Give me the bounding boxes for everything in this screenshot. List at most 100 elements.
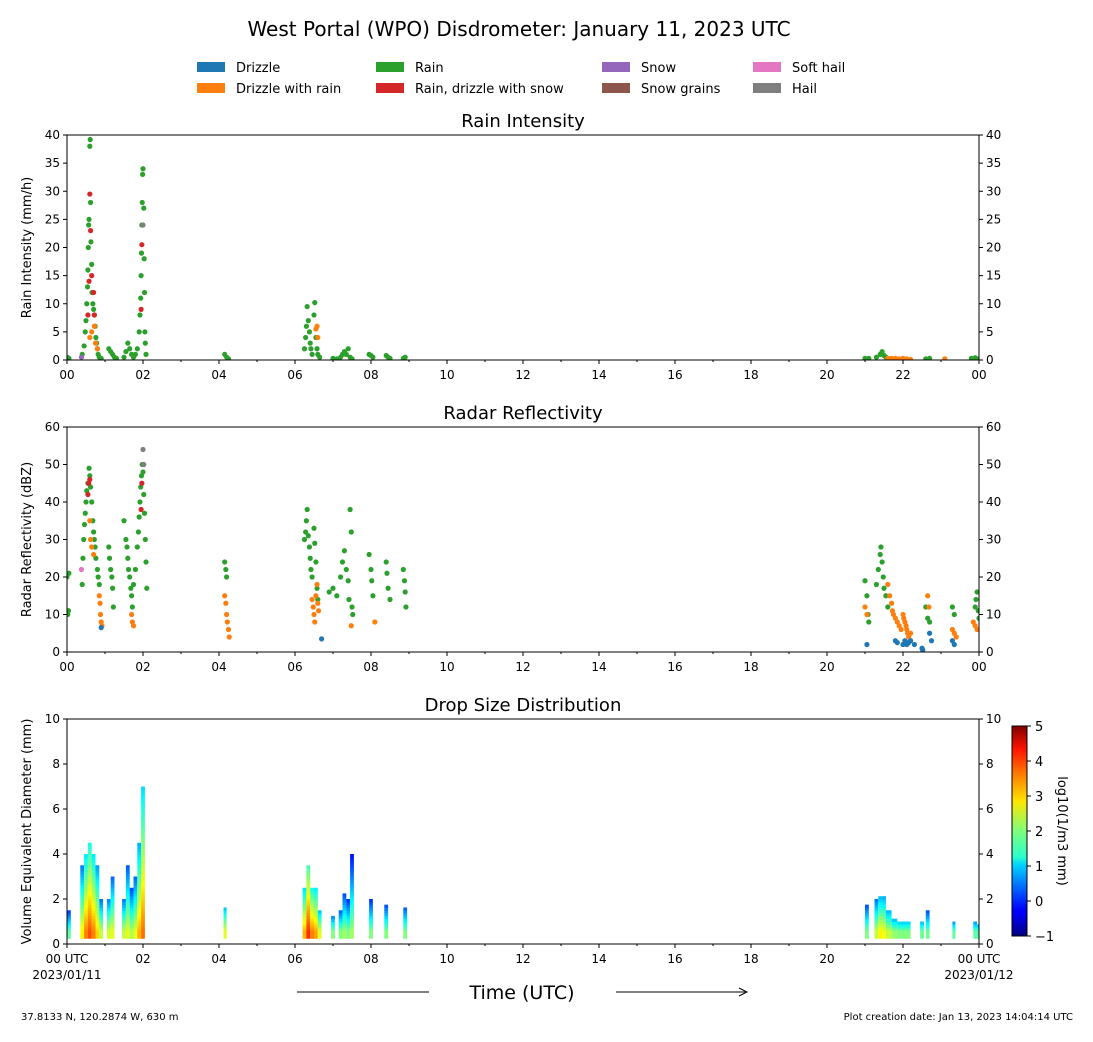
heatmap-cell [141,929,145,934]
heatmap-cell [91,910,96,914]
heatmap-cell [306,879,311,883]
heatmap-cell [84,859,88,863]
heatmap-cell [84,935,88,939]
heatmap-cell [369,918,373,922]
heatmap-cell [110,876,115,880]
data-point [314,323,320,329]
data-point [85,244,91,251]
data-point [303,518,309,524]
data-point [928,638,935,644]
y-tick-label: 4 [52,847,60,861]
heatmap-cell [95,913,100,917]
data-point [87,476,93,483]
heatmap-cell [95,929,100,934]
x-tick-label: 16 [667,660,682,674]
data-point [223,566,229,573]
heatmap-cell [133,893,138,897]
heatmap-cell [129,893,134,897]
heatmap-cell [317,932,322,936]
heatmap-cell [84,879,88,883]
heatmap-cell [306,899,311,903]
heatmap-cell [306,896,311,900]
heatmap-cell [891,932,898,936]
data-point [304,303,310,310]
heatmap-cell [80,896,85,900]
heatmap-cell [125,890,130,894]
heatmap-cell [110,924,115,928]
data-point [385,585,391,591]
heatmap-cell [125,927,130,931]
heatmap-cell [125,907,130,911]
heatmap-cell [878,924,883,928]
heatmap-cell [925,935,930,939]
heatmap-cell [874,910,879,914]
data-point [85,267,91,273]
heatmap-cell [223,915,227,920]
data-point [136,329,142,335]
heatmap-cell [141,854,145,858]
heatmap-cell [80,907,85,911]
heatmap-cell [87,924,92,928]
legend-label: Snow [641,61,676,76]
y-tick-label: 30 [45,184,60,198]
heatmap-cell [891,924,898,928]
y-tick-label: 15 [45,269,60,283]
heatmap-cell [306,893,311,897]
data-point [864,641,870,648]
heatmap-cell [897,932,903,936]
heatmap-cell [314,918,318,922]
heatmap-cell [331,935,335,939]
data-point [79,581,85,588]
heatmap-cell [80,913,85,917]
heatmap-cell [122,913,126,917]
heatmap-cell [125,904,130,908]
heatmap-cell [91,873,96,877]
heatmap-cell [346,921,351,925]
legend-swatch [602,62,630,72]
data-point [110,604,116,610]
heatmap-cell [878,927,883,931]
heatmap-cell [95,932,100,936]
data-point [303,529,309,535]
data-point [350,611,356,618]
heatmap-cell [350,901,354,906]
legend-label: Soft hail [792,61,845,76]
data-point [83,499,89,505]
x-tick-label: 20 [819,368,834,382]
heatmap-cell [125,870,130,875]
heatmap-cell [306,887,311,891]
plot-area [67,136,979,360]
data-point [911,641,918,648]
x-tick-label: 06 [287,952,302,966]
heatmap-cell [80,899,85,903]
heatmap-cell [141,806,145,810]
heatmap-cell [137,868,142,872]
heatmap-cell [137,884,142,889]
data-point [84,284,91,290]
heatmap-cell [87,851,92,855]
heatmap-cell [95,915,100,920]
heatmap-cell [137,921,142,925]
data-point [87,136,93,143]
heatmap-cell [137,927,142,931]
heatmap-cell [350,882,354,886]
heatmap-cell [110,913,115,917]
heatmap-cell [141,825,145,830]
heatmap-cell [346,910,351,914]
heatmap-cell [91,859,96,863]
heatmap-cell [306,932,311,936]
heatmap-cell [141,890,145,894]
x-tick-label: 20 [819,660,834,674]
data-point [305,318,311,324]
data-point [124,544,130,550]
heatmap-cell [342,918,347,922]
axes-frame [66,426,980,653]
heatmap-cell [302,896,307,900]
data-point [349,356,355,360]
heatmap-cell [223,918,227,922]
heatmap-cell [331,915,335,920]
heatmap-cell [84,873,88,877]
heatmap-cell [125,865,130,869]
data-point [224,619,230,625]
heatmap-cell [306,935,311,939]
